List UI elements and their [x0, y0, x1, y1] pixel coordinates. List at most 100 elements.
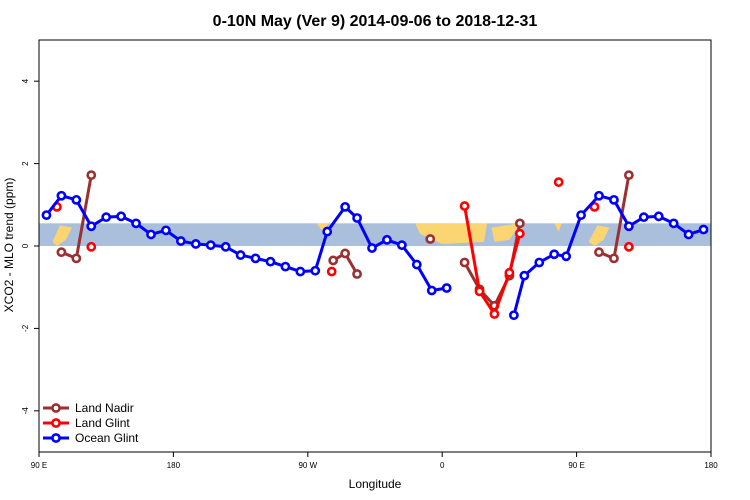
y-tick-label: 4: [21, 78, 30, 83]
ocean-band: [39, 223, 711, 246]
ocean-glint-point: [322, 226, 333, 237]
land-patch: [588, 225, 610, 246]
ocean-glint-point: [561, 251, 572, 262]
ocean-glint-point: [609, 194, 619, 205]
ocean-glint-point: [508, 310, 519, 321]
ocean-glint-point: [265, 256, 276, 267]
ocean-glint-point: [668, 218, 679, 229]
ocean-glint-point: [441, 283, 452, 293]
ocean-glint-point: [280, 261, 291, 272]
land-nadir-point: [623, 170, 634, 181]
land-nadir-point: [328, 255, 339, 266]
land-patch: [554, 223, 562, 232]
series-layer: [41, 170, 709, 321]
land-glint-point: [86, 241, 97, 252]
x-tick-label: 90 E: [568, 461, 584, 470]
x-tick-label: 90 E: [31, 461, 47, 470]
x-tick-label: 0: [440, 461, 445, 470]
ocean-glint-point: [623, 221, 634, 232]
land-nadir-point: [514, 218, 525, 229]
x-tick-label: 180: [704, 461, 718, 470]
land-glint-line: [463, 205, 522, 316]
ocean-glint-point: [382, 234, 392, 245]
ocean-glint-point: [205, 240, 216, 251]
land-glint-point: [623, 241, 634, 252]
ocean-glint-point: [250, 253, 261, 264]
ocean-glint-point: [220, 241, 231, 252]
ocean-glint-point: [175, 236, 186, 246]
ocean-glint-point: [396, 240, 407, 251]
land-patch: [52, 225, 72, 246]
ocean-glint-point: [190, 239, 201, 249]
y-axis-label: XCO2 - MLO trend (ppm): [2, 178, 16, 313]
ocean-glint-point: [161, 225, 171, 236]
x-tick-label: 180: [167, 461, 181, 470]
land-nadir-point: [425, 234, 436, 244]
ocean-glint-point: [426, 285, 437, 296]
ocean-glint-point: [576, 210, 586, 220]
land-nadir-point: [594, 247, 604, 258]
land-nadir-point: [352, 269, 362, 279]
ocean-glint-point: [549, 249, 560, 260]
ocean-glint-point: [295, 266, 306, 277]
y-axis: -4 -2 0 2 4: [21, 78, 39, 414]
land-glint-point: [459, 201, 470, 211]
ocean-glint-point: [41, 210, 52, 220]
ocean-glint-point: [411, 259, 422, 270]
land-glint-point: [504, 267, 515, 278]
ocean-glint-point: [86, 221, 97, 232]
x-axis: 90 E 180 90 W 0 90 E 180: [31, 452, 718, 470]
land-patch: [491, 223, 520, 242]
ocean-glint-point: [367, 243, 377, 253]
ocean-glint-point: [310, 265, 321, 276]
ocean-glint-point: [352, 213, 362, 223]
ocean-glint-point: [653, 211, 664, 222]
legend-swatch-point: [51, 433, 61, 443]
y-tick-label: 0: [21, 243, 30, 248]
land-nadir-point: [340, 248, 351, 259]
ocean-glint-point: [71, 194, 82, 205]
land-nadir-point: [459, 257, 470, 268]
ocean-glint-line: [45, 194, 447, 292]
legend-label: Land Glint: [75, 416, 130, 430]
land-nadir-point: [86, 170, 97, 181]
y-tick-label: -4: [21, 407, 30, 415]
ocean-glint-point: [116, 211, 127, 222]
ocean-glint-point: [101, 212, 112, 223]
ocean-glint-point: [594, 190, 604, 201]
land-glint-point: [474, 286, 485, 297]
ocean-glint-point: [340, 201, 351, 212]
y-tick-label: 2: [21, 161, 30, 166]
ocean-glint-point: [131, 218, 141, 229]
ocean-glint-point: [638, 212, 649, 223]
ocean-glint-point: [519, 270, 530, 281]
ocean-glint-series: [41, 190, 709, 321]
ocean-glint-point: [534, 257, 545, 268]
land-glint-point: [489, 309, 500, 319]
land-nadir-point: [609, 253, 619, 264]
ocean-glint-point: [698, 224, 709, 235]
x-axis-label: Longitude: [349, 477, 402, 491]
ocean-glint-point: [146, 229, 156, 240]
land-nadir-point: [71, 253, 82, 264]
land-glint-point: [326, 266, 337, 277]
ocean-glint-point: [683, 229, 694, 240]
land-glint-series: [52, 177, 634, 319]
land-glint-point: [589, 201, 600, 212]
x-tick-label: 90 W: [298, 461, 317, 470]
legend-label: Land Nadir: [75, 401, 134, 415]
ocean-glint-point: [235, 250, 246, 260]
legend-swatch-point: [51, 403, 61, 413]
legend-label: Ocean Glint: [75, 431, 139, 445]
land-glint-point: [514, 228, 525, 239]
land-patch: [316, 223, 329, 232]
land-nadir-series: [56, 170, 634, 311]
land-glint-point: [553, 177, 564, 188]
legend-swatch-point: [51, 418, 61, 428]
y-tick-label: -2: [21, 324, 30, 332]
chart-title: 0-10N May (Ver 9) 2014-09-06 to 2018-12-…: [213, 13, 538, 30]
ocean-glint-point: [56, 190, 67, 201]
land-nadir-point: [56, 247, 67, 258]
